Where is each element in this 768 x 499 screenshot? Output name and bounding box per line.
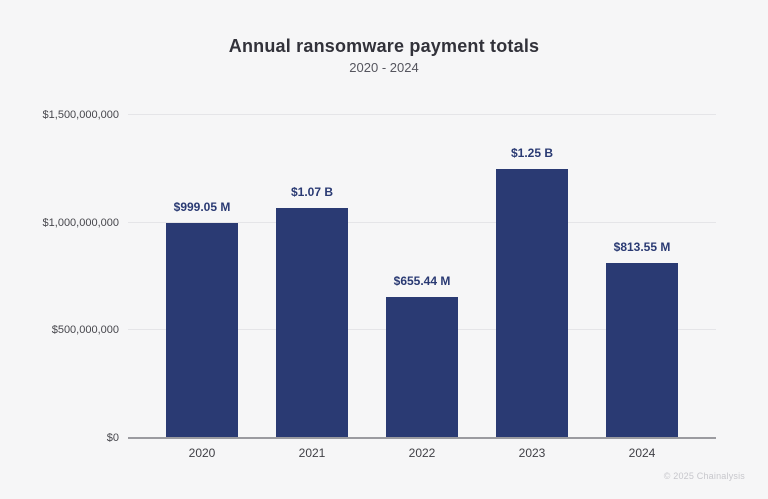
x-axis-tick-label: 2021	[298, 446, 326, 460]
bar-value-label: $655.44 M	[393, 273, 451, 288]
bar-2020[interactable]: $999.05 M 2020	[166, 200, 238, 460]
chart-title: Annual ransomware payment totals	[228, 36, 540, 56]
y-axis-tick-label: $0	[106, 432, 119, 444]
bar-2024[interactable]: $813.55 M 2024	[606, 240, 678, 460]
bar-2021[interactable]: $1.07 B 2021	[276, 185, 348, 460]
y-axis-tick-label: $500,000,000	[51, 324, 119, 337]
bar-2023[interactable]: $1.25 B 2023	[496, 146, 568, 460]
gridline	[128, 114, 716, 115]
plot-area: $0 $500,000,000 $1,000,000,000 $1,500,000,0…	[43, 109, 716, 460]
bar-value-label: $999.05 M	[173, 199, 231, 214]
bar-value-label: $1.07 B	[290, 184, 334, 199]
bar-value-label: $813.55 M	[613, 239, 671, 254]
bar-value-label: $1.25 B	[510, 145, 554, 160]
watermark: © 2025 Chainalysis	[663, 471, 745, 481]
bar-2022[interactable]: $655.44 M 2022	[386, 274, 458, 460]
x-axis-tick-label: 2024	[628, 446, 656, 460]
y-axis-tick-label: $1,500,000,000	[42, 109, 119, 121]
chart-subtitle: 2020 - 2024	[349, 60, 419, 75]
x-axis-tick-label: 2023	[518, 446, 546, 460]
x-axis-line	[128, 437, 716, 439]
x-axis-tick-label: 2020	[188, 446, 216, 460]
x-axis-tick-label: 2022	[408, 446, 436, 460]
gridline	[128, 221, 716, 223]
y-axis-tick-label: $1,000,000,000	[42, 216, 119, 229]
bars-container: $999.05 M 2020 $1.07 B 2021 $655.44 M 2022 $1.…	[128, 115, 716, 460]
